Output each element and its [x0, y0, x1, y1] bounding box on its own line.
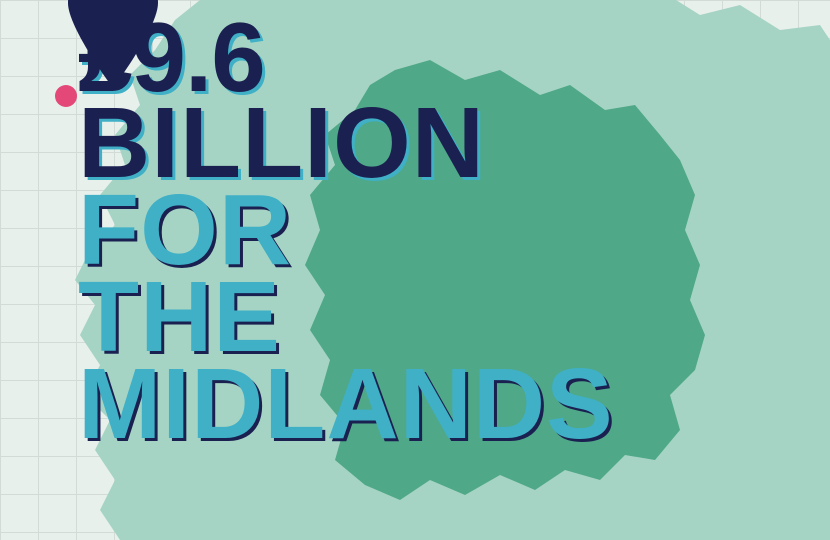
infographic-container: £9.6 BILLION FOR THE MIDLANDS	[0, 0, 830, 540]
map-pin-icon	[68, 0, 158, 88]
pin-location-dot	[55, 85, 77, 107]
headline-block: £9.6 BILLION FOR THE MIDLANDS	[78, 15, 614, 448]
headline-region: MIDLANDS	[78, 361, 614, 448]
